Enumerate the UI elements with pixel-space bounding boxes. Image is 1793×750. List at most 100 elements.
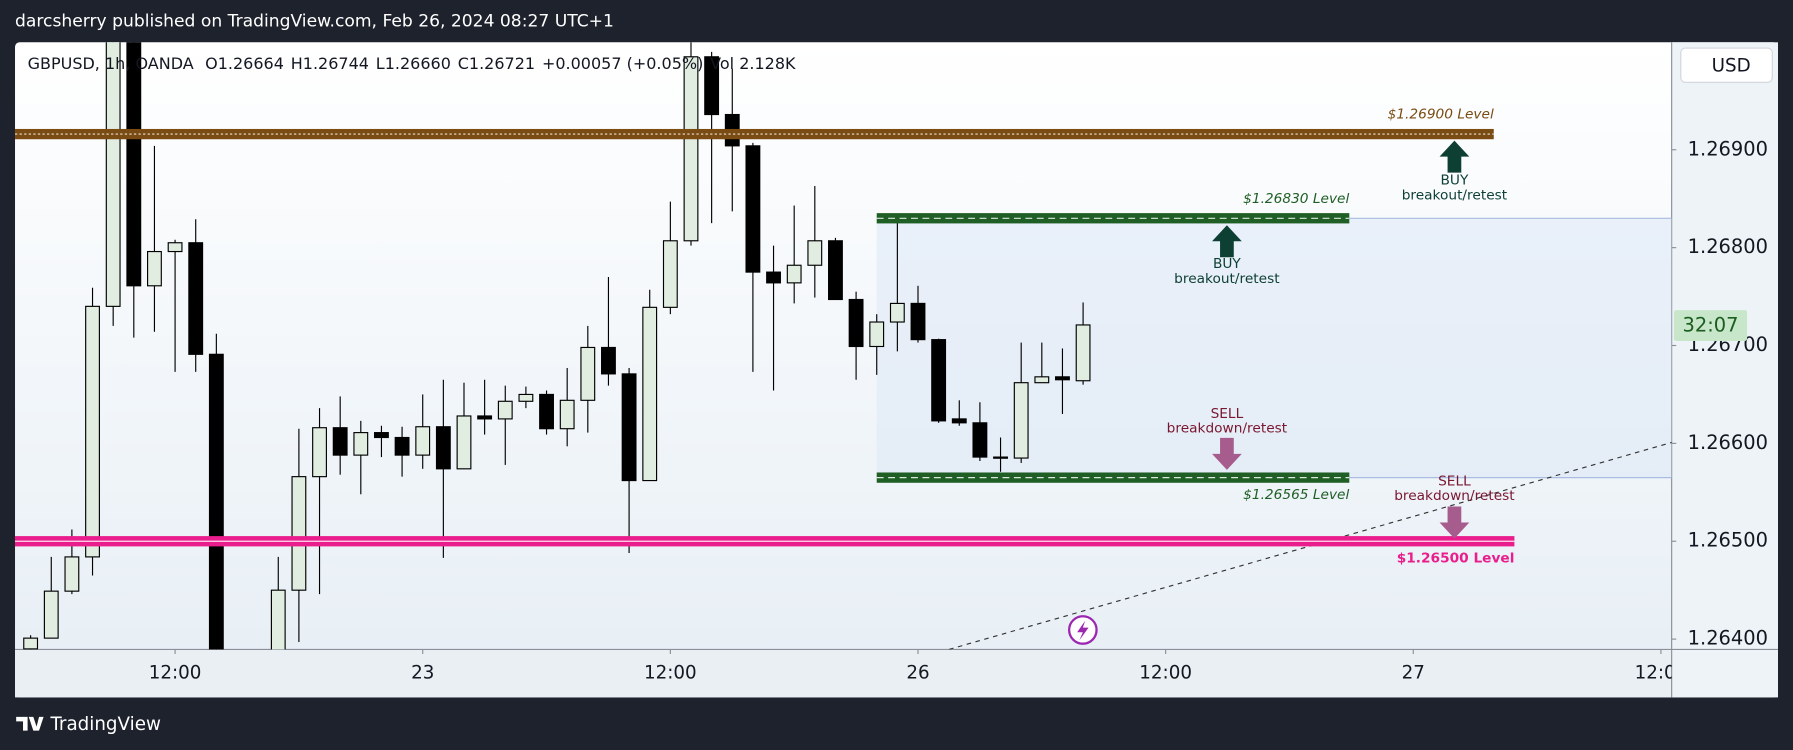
- level-label: $1.26830 Level: [1243, 191, 1349, 207]
- candle-body: [477, 415, 493, 420]
- currency-box[interactable]: [1680, 47, 1773, 83]
- candle-body: [951, 418, 967, 424]
- level-band: [876, 213, 1350, 224]
- candle-body: [394, 436, 410, 456]
- candle-body: [126, 42, 142, 287]
- x-tick-label: 26: [906, 662, 929, 683]
- arrow-down: [1212, 437, 1242, 470]
- x-tick-label: 12:00: [644, 662, 697, 683]
- candle-body: [167, 242, 183, 253]
- candle-body: [43, 590, 59, 639]
- candle-body: [601, 346, 616, 375]
- brand: TradingView: [49, 714, 161, 735]
- candle-body: [662, 240, 678, 308]
- arrow-up: [1212, 225, 1242, 258]
- price-axis: [1671, 42, 1778, 698]
- candle-body: [85, 305, 100, 558]
- candle-body: [786, 264, 802, 284]
- signal-text: breakdown/retest: [1167, 421, 1288, 437]
- legend-item: Vol 2.128K: [710, 54, 796, 73]
- y-tick-label: 1.26900: [1688, 137, 1768, 160]
- candle-body: [208, 353, 224, 650]
- symbol-legend: GBPUSD, 1h, OANDA O1.26664 H1.26744 L1.2666…: [28, 54, 796, 73]
- legend-item: GBPUSD, 1h, OANDA: [28, 54, 194, 73]
- zone: [876, 218, 1672, 478]
- candle-body: [766, 271, 781, 284]
- candle-body: [1055, 376, 1070, 381]
- level-band: [876, 472, 1350, 483]
- candle-body: [993, 456, 1008, 459]
- candle-body: [580, 346, 596, 401]
- footer-logo: TradingView: [16, 714, 161, 735]
- y-tick-label: 1.26600: [1688, 431, 1768, 454]
- level-label: $1.26500 Level: [1397, 550, 1515, 566]
- countdown: 32:07: [1683, 314, 1739, 337]
- candle-body: [291, 476, 307, 591]
- currency[interactable]: USD: [1712, 55, 1751, 76]
- candle-body: [539, 393, 554, 430]
- candle-body: [332, 427, 348, 456]
- y-tick-label: 1.26800: [1688, 235, 1768, 258]
- candle-body: [23, 637, 39, 650]
- legend-item: H1.26744: [291, 54, 369, 73]
- signal: SELL: [1211, 406, 1244, 422]
- legend-item: +0.00057 (+0.05%): [542, 54, 703, 73]
- candle-body: [704, 56, 720, 116]
- signal: BUY: [1441, 173, 1469, 189]
- candle-body: [270, 589, 286, 650]
- arrow-down: [1439, 506, 1470, 539]
- arrow-up: [1439, 140, 1470, 173]
- candle-body: [972, 422, 988, 458]
- candle-body: [312, 427, 327, 478]
- candle-body: [559, 399, 575, 430]
- y-tick-label: 1.26500: [1688, 529, 1768, 552]
- signal-text: breakdown/retest: [1394, 488, 1515, 504]
- signal-text: breakout/retest: [1174, 271, 1280, 287]
- annotation: BUY breakout/retest BUY breakout/retest …: [1167, 140, 1515, 539]
- lightning-icon[interactable]: [1067, 615, 1098, 645]
- candle-body: [910, 302, 926, 341]
- candle-body: [147, 250, 162, 287]
- legend-item: O1.26664: [205, 54, 284, 73]
- candle-body: [1075, 324, 1091, 382]
- candle-body: [621, 373, 637, 482]
- x-tick-label: 12:00: [1635, 662, 1688, 683]
- x-tick-label: 12:00: [1139, 662, 1192, 683]
- candle-body: [435, 426, 451, 470]
- signal: BUY: [1213, 256, 1241, 272]
- candle-body: [374, 432, 389, 439]
- candle-body: [353, 432, 369, 456]
- level-label: $1.26565 Level: [1243, 487, 1349, 503]
- legend-item: L1.26660: [376, 54, 451, 73]
- currency-button[interactable]: USD: [1680, 47, 1773, 83]
- candle-body: [683, 56, 699, 242]
- candle-body: [889, 302, 905, 323]
- candle-body: [1034, 376, 1050, 384]
- publish-title: darcsherry published on TradingView.com,…: [15, 12, 614, 32]
- logo-mark: [16, 716, 44, 731]
- candle-body: [1013, 382, 1029, 459]
- candle-body: [807, 240, 823, 266]
- x-tick-label: 27: [1402, 662, 1425, 683]
- candle-body: [188, 242, 204, 355]
- countdown-box: [1673, 310, 1748, 341]
- candle-body: [869, 321, 885, 348]
- level-label: $1.26900 Level: [1388, 107, 1494, 123]
- candle-body: [931, 339, 947, 422]
- x-tick-label: 12:00: [149, 662, 202, 683]
- candle-body: [848, 298, 864, 348]
- candle-body: [518, 393, 534, 402]
- level-band: [15, 128, 1494, 140]
- icon-bolt: [1077, 620, 1089, 641]
- x-tick-label: 23: [411, 662, 434, 683]
- candle-body: [64, 556, 80, 592]
- candle-body: [497, 400, 513, 420]
- y-tick-label: 1.26400: [1688, 627, 1768, 650]
- candle-body: [745, 145, 761, 273]
- time-axis: [15, 649, 1672, 698]
- legend-item: C1.26721: [458, 54, 535, 73]
- candle-body: [456, 415, 472, 470]
- candle-body: [415, 426, 431, 456]
- signal: SELL: [1438, 473, 1471, 489]
